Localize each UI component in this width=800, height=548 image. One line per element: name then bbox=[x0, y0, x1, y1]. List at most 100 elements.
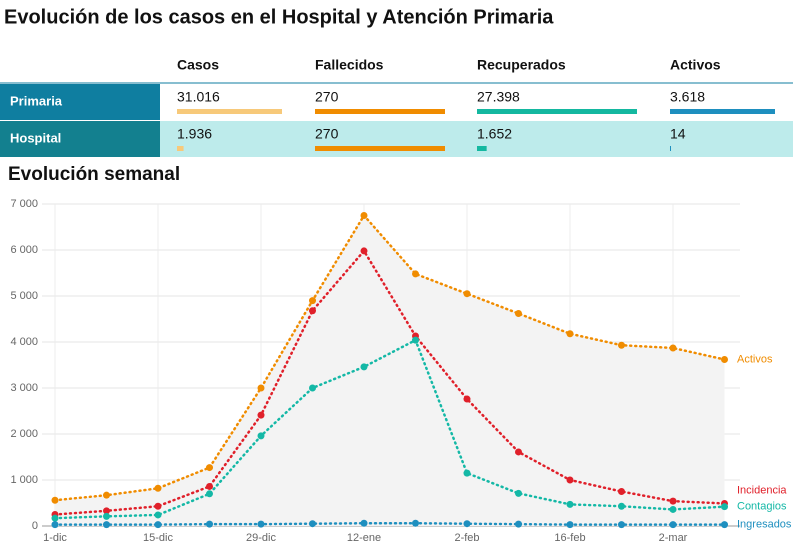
point bbox=[257, 520, 265, 528]
point bbox=[515, 520, 522, 528]
point bbox=[154, 502, 162, 510]
y-tick-label: 4 000 bbox=[10, 336, 38, 348]
cell-value: 270 bbox=[315, 126, 339, 142]
y-tick-label: 0 bbox=[32, 520, 38, 532]
point bbox=[412, 336, 419, 344]
row-header-bg bbox=[0, 84, 160, 120]
point bbox=[463, 395, 471, 403]
point bbox=[257, 384, 265, 392]
point bbox=[103, 521, 110, 529]
series-label: Incidencia bbox=[737, 485, 787, 497]
point bbox=[515, 489, 522, 497]
area bbox=[55, 215, 725, 526]
point bbox=[721, 503, 728, 511]
x-tick-label: 12-ene bbox=[347, 532, 381, 544]
series-line bbox=[53, 521, 726, 526]
y-tick-label: 5 000 bbox=[10, 290, 38, 302]
column-header: Fallecidos bbox=[315, 57, 384, 73]
cell-bar bbox=[670, 146, 671, 151]
point bbox=[669, 521, 677, 529]
point bbox=[669, 344, 677, 352]
cell-bar bbox=[177, 146, 184, 151]
point bbox=[257, 411, 265, 419]
point bbox=[360, 212, 368, 219]
series-label: Ingresados bbox=[737, 519, 792, 531]
x-tick-label: 1-dic bbox=[43, 532, 67, 544]
point bbox=[515, 309, 522, 317]
point bbox=[206, 520, 213, 528]
point bbox=[309, 520, 316, 528]
point bbox=[721, 521, 728, 529]
point bbox=[51, 496, 59, 504]
point bbox=[206, 482, 213, 490]
point bbox=[515, 448, 522, 456]
point bbox=[618, 341, 625, 349]
point bbox=[154, 511, 162, 519]
point bbox=[463, 469, 471, 477]
cell-bar bbox=[177, 109, 282, 114]
cell-value: 31.016 bbox=[177, 89, 220, 105]
point bbox=[51, 514, 59, 522]
series-line bbox=[53, 338, 726, 520]
point bbox=[669, 497, 677, 505]
y-tick-label: 6 000 bbox=[10, 244, 38, 256]
point bbox=[257, 432, 265, 440]
point bbox=[309, 307, 316, 315]
point bbox=[360, 363, 368, 371]
cell-value: 27.398 bbox=[477, 89, 520, 105]
x-tick-label: 2-feb bbox=[454, 532, 479, 544]
column-header: Casos bbox=[177, 57, 219, 73]
point bbox=[669, 505, 677, 513]
point bbox=[206, 490, 213, 498]
y-tick-label: 7 000 bbox=[10, 198, 38, 210]
point bbox=[51, 521, 59, 529]
x-tick-label: 16-feb bbox=[554, 532, 585, 544]
cell-bar bbox=[315, 146, 445, 151]
cell-bar bbox=[315, 109, 445, 114]
row-header-bg bbox=[0, 121, 160, 157]
series-label: Contagios bbox=[737, 501, 787, 513]
point bbox=[618, 521, 625, 529]
point bbox=[463, 290, 471, 298]
point bbox=[309, 384, 316, 392]
x-tick-label: 15-dic bbox=[143, 532, 173, 544]
point bbox=[103, 491, 110, 499]
y-tick-label: 1 000 bbox=[10, 474, 38, 486]
point bbox=[566, 500, 574, 508]
point bbox=[721, 355, 728, 363]
point bbox=[309, 297, 316, 305]
point bbox=[412, 270, 419, 278]
x-tick-label: 29-dic bbox=[246, 532, 276, 544]
column-header: Activos bbox=[670, 57, 721, 73]
chart-title: Evolución semanal bbox=[8, 164, 180, 185]
cell-value: 1.652 bbox=[477, 126, 512, 142]
row-header: Hospital bbox=[10, 130, 61, 145]
cell-value: 3.618 bbox=[670, 89, 705, 105]
point bbox=[566, 330, 574, 338]
point bbox=[154, 484, 162, 492]
row-header: Primaria bbox=[10, 93, 63, 108]
series-label: Activos bbox=[737, 353, 773, 365]
series-line bbox=[53, 248, 726, 516]
y-tick-label: 2 000 bbox=[10, 428, 38, 440]
point bbox=[618, 488, 625, 495]
cell-bar bbox=[670, 109, 775, 114]
cell-value: 270 bbox=[315, 89, 339, 105]
point bbox=[154, 521, 162, 529]
cell-value: 1.936 bbox=[177, 126, 212, 142]
point bbox=[103, 512, 110, 520]
point bbox=[206, 464, 213, 472]
point bbox=[566, 521, 574, 529]
point bbox=[566, 476, 574, 484]
page-title: Evolución de los casos en el Hospital y … bbox=[4, 6, 554, 28]
x-tick-label: 2-mar bbox=[659, 532, 688, 544]
y-tick-label: 3 000 bbox=[10, 382, 38, 394]
point bbox=[412, 519, 419, 527]
point bbox=[103, 507, 110, 515]
series-line bbox=[53, 213, 726, 502]
cell-bar bbox=[477, 146, 487, 151]
column-header: Recuperados bbox=[477, 57, 566, 73]
point bbox=[360, 519, 368, 527]
point bbox=[618, 502, 625, 510]
